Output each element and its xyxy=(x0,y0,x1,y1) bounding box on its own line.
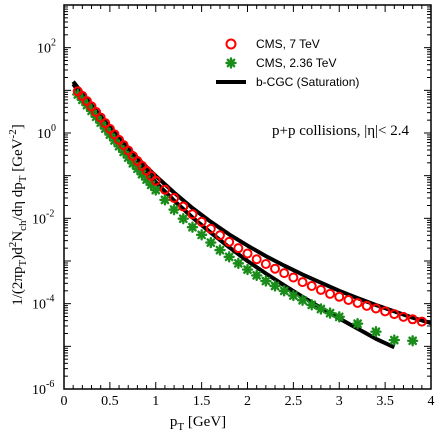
data-point-7tev xyxy=(178,201,189,212)
x-tick-label: 2.5 xyxy=(285,394,303,409)
data-point-7tev xyxy=(343,294,354,305)
data-point-7tev xyxy=(159,184,170,195)
legend-label-bcgc: b-CGC (Saturation) xyxy=(256,75,359,89)
data-point-236tev xyxy=(324,307,336,319)
data-point-236tev xyxy=(186,221,199,233)
data-point-236tev xyxy=(177,213,189,225)
x-tick-label: 1 xyxy=(152,394,159,409)
x-tick-label: 0.5 xyxy=(101,394,119,409)
data-point-7tev xyxy=(361,300,372,311)
data-point-236tev xyxy=(241,263,254,276)
data-point-7tev xyxy=(260,259,271,270)
y-tick-label: 10-4 xyxy=(32,294,54,313)
data-point-236tev xyxy=(150,184,162,196)
y-tick-label: 102 xyxy=(37,38,56,57)
data-point-7tev xyxy=(224,236,235,247)
data-point-7tev xyxy=(150,175,161,186)
axes-layer: 0 0.5 1 1.5 2 2.5 3 3.5 4 10-6 10-4 10-2 100 102 xyxy=(32,4,435,409)
data-point-236tev xyxy=(223,251,235,263)
legend: CMS, 7 TeV CMS, 2.36 TeV b-CGC (Saturati… xyxy=(216,37,359,89)
legend-label-236tev: CMS, 2.36 TeV xyxy=(256,56,336,70)
data-point-236tev xyxy=(333,311,345,323)
data-point-236tev xyxy=(388,334,400,346)
y-axis-label: 1/(2πpT)d2Nch/dη dpT [GeV-2] xyxy=(7,124,29,305)
y-tick-label: 100 xyxy=(37,123,56,142)
data-point-7tev xyxy=(416,316,427,327)
data-point-7tev xyxy=(288,272,299,283)
data-point-7tev xyxy=(398,311,409,322)
data-point-236tev xyxy=(351,317,364,330)
data-point-236tev xyxy=(232,257,245,270)
y-tick-label: 10-6 xyxy=(32,379,54,398)
annotation-collisions: p+p collisions, |η|< 2.4 xyxy=(272,123,410,139)
data-point-236tev xyxy=(287,289,300,302)
data-point-7tev xyxy=(334,291,345,302)
data-point-236tev xyxy=(205,236,217,249)
x-tick-label: 3 xyxy=(336,394,343,409)
data-point-236tev xyxy=(269,280,281,292)
x-tick-label: 4 xyxy=(428,394,435,409)
data-point-236tev xyxy=(214,244,226,256)
data-point-7tev xyxy=(169,192,180,203)
data-point-7tev xyxy=(389,309,400,320)
data-point-236tev xyxy=(370,326,382,338)
x-tick-label: 2 xyxy=(244,394,251,409)
data-point-7tev xyxy=(233,243,244,254)
data-point-236tev xyxy=(278,285,290,297)
data-point-7tev xyxy=(242,248,253,259)
legend-label-7tev: CMS, 7 TeV xyxy=(256,37,320,51)
data-point-7tev xyxy=(407,314,418,325)
x-tick-label: 3.5 xyxy=(376,394,394,409)
data-layer xyxy=(71,80,432,350)
data-point-236tev xyxy=(315,303,327,315)
data-point-7tev xyxy=(251,254,262,265)
data-point-236tev xyxy=(195,229,208,241)
data-point-7tev xyxy=(380,306,391,317)
data-point-236tev xyxy=(406,335,419,347)
legend-marker-7tev xyxy=(225,38,237,50)
data-point-236tev xyxy=(306,299,318,311)
legend-star xyxy=(225,57,237,69)
data-point-236tev xyxy=(159,194,171,206)
data-point-236tev xyxy=(260,275,272,287)
data-point-7tev xyxy=(370,303,381,314)
data-point-7tev xyxy=(279,268,290,279)
data-point-7tev xyxy=(315,284,326,295)
data-point-7tev xyxy=(297,277,308,288)
data-point-236tev xyxy=(296,294,309,306)
data-point-7tev xyxy=(205,223,216,234)
data-point-236tev xyxy=(250,269,263,282)
legend-marker-236tev xyxy=(225,57,237,69)
data-point-7tev xyxy=(352,297,363,308)
data-point-7tev xyxy=(196,216,207,227)
y-tick-label: 10-2 xyxy=(32,208,54,227)
data-point-7tev xyxy=(187,209,198,220)
legend-circle xyxy=(225,38,237,50)
data-point-7tev xyxy=(325,288,336,299)
data-point-7tev xyxy=(270,263,281,274)
x-tick-label: 1.5 xyxy=(193,394,211,409)
data-point-236tev xyxy=(168,203,180,216)
x-tick-label: 0 xyxy=(61,394,68,409)
x-axis-label: pT [GeV] xyxy=(170,414,226,433)
data-point-7tev xyxy=(306,280,317,291)
data-point-7tev xyxy=(214,230,225,241)
